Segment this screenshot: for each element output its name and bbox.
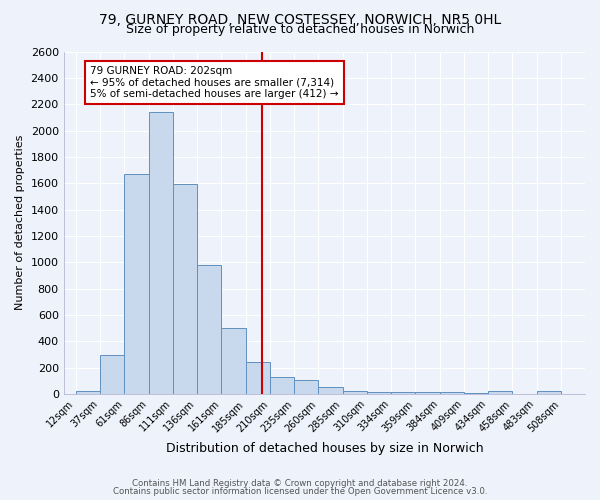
Bar xyxy=(294,380,318,394)
Bar xyxy=(173,184,197,394)
Bar xyxy=(149,112,173,394)
Bar xyxy=(415,392,440,394)
Bar xyxy=(391,392,415,394)
Bar xyxy=(100,355,124,394)
Bar xyxy=(464,392,488,394)
Text: 79 GURNEY ROAD: 202sqm
← 95% of detached houses are smaller (7,314)
5% of semi-d: 79 GURNEY ROAD: 202sqm ← 95% of detached… xyxy=(91,66,339,99)
Bar xyxy=(536,392,561,394)
Bar xyxy=(343,390,367,394)
Bar xyxy=(270,377,294,394)
X-axis label: Distribution of detached houses by size in Norwich: Distribution of detached houses by size … xyxy=(166,442,483,455)
Bar xyxy=(221,328,245,394)
Bar xyxy=(440,392,464,394)
Y-axis label: Number of detached properties: Number of detached properties xyxy=(15,135,25,310)
Bar xyxy=(197,266,221,394)
Bar xyxy=(76,392,100,394)
Bar xyxy=(488,392,512,394)
Text: 79, GURNEY ROAD, NEW COSTESSEY, NORWICH, NR5 0HL: 79, GURNEY ROAD, NEW COSTESSEY, NORWICH,… xyxy=(99,12,501,26)
Text: Contains public sector information licensed under the Open Government Licence v3: Contains public sector information licen… xyxy=(113,487,487,496)
Text: Size of property relative to detached houses in Norwich: Size of property relative to detached ho… xyxy=(126,24,474,36)
Bar xyxy=(124,174,149,394)
Text: Contains HM Land Registry data © Crown copyright and database right 2024.: Contains HM Land Registry data © Crown c… xyxy=(132,478,468,488)
Bar xyxy=(245,362,270,394)
Bar xyxy=(367,392,391,394)
Bar xyxy=(318,388,343,394)
